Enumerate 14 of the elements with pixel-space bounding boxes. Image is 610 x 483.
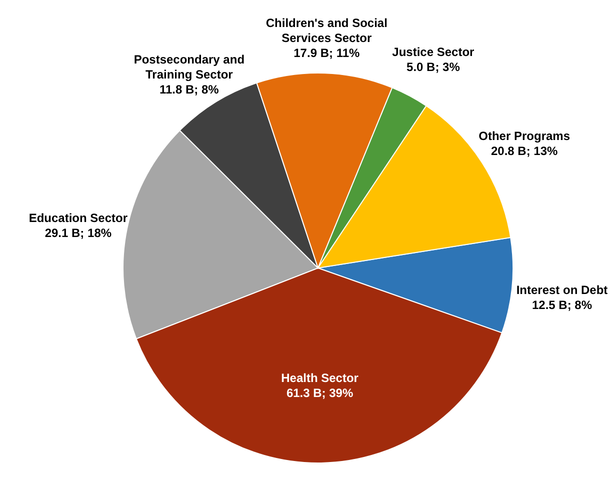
data-label: 5.0 B; 3% [406,60,460,74]
slice-label: Postsecondary and Training Sector [134,52,245,82]
slice-label: Children's and Social Services Sector [266,16,388,46]
data-label: 12.5 B; 8% [532,298,592,312]
data-label: 29.1 B; 18% [44,226,112,240]
slice-label: Justice Sector [392,44,475,59]
slice-label: Education Sector [28,210,128,225]
data-label: 11.8 B; 8% [159,82,220,97]
slice-label: Other Programs [478,128,570,143]
slice-label: Health Sector [281,370,359,385]
data-label: 61.3 B; 39% [286,386,354,400]
slice-label: Interest on Debt [516,283,608,298]
data-label: 17.9 B; 11% [294,46,360,60]
data-label: 20.8 B; 13% [490,144,558,158]
